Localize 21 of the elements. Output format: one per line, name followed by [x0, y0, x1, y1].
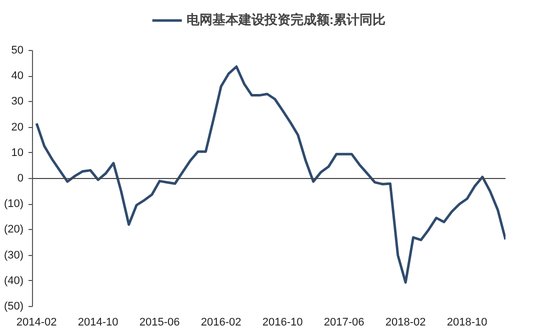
x-tick-label: 2015-06: [139, 316, 180, 328]
y-tick-label: 50: [11, 44, 24, 56]
x-tick-label: 2016-02: [200, 316, 242, 328]
line-series: [35, 65, 506, 284]
y-tick-label: (50): [4, 300, 24, 312]
x-tick-label: 2014-02: [16, 316, 57, 328]
y-tick-label: 40: [11, 70, 24, 82]
y-tick-label: 0: [17, 172, 24, 184]
legend-label: 电网基本建设投资完成额:累计同比: [186, 11, 386, 29]
x-tick-label: 2018-02: [385, 316, 426, 328]
y-tick-label: (20): [4, 224, 24, 236]
y-tick-label: (10): [4, 198, 24, 210]
y-tick-label: (40): [4, 274, 24, 287]
x-tick-label: 2016-10: [262, 316, 303, 328]
y-tick-label: 10: [11, 146, 24, 159]
x-tick-label: 2014-10: [78, 316, 118, 328]
y-tick-label: 20: [11, 121, 24, 134]
x-tick-label: 2017-06: [324, 316, 364, 328]
y-tick-label: (30): [4, 249, 24, 262]
y-tick-label: 30: [11, 96, 24, 108]
x-tick-label: 2018-10: [446, 316, 488, 328]
